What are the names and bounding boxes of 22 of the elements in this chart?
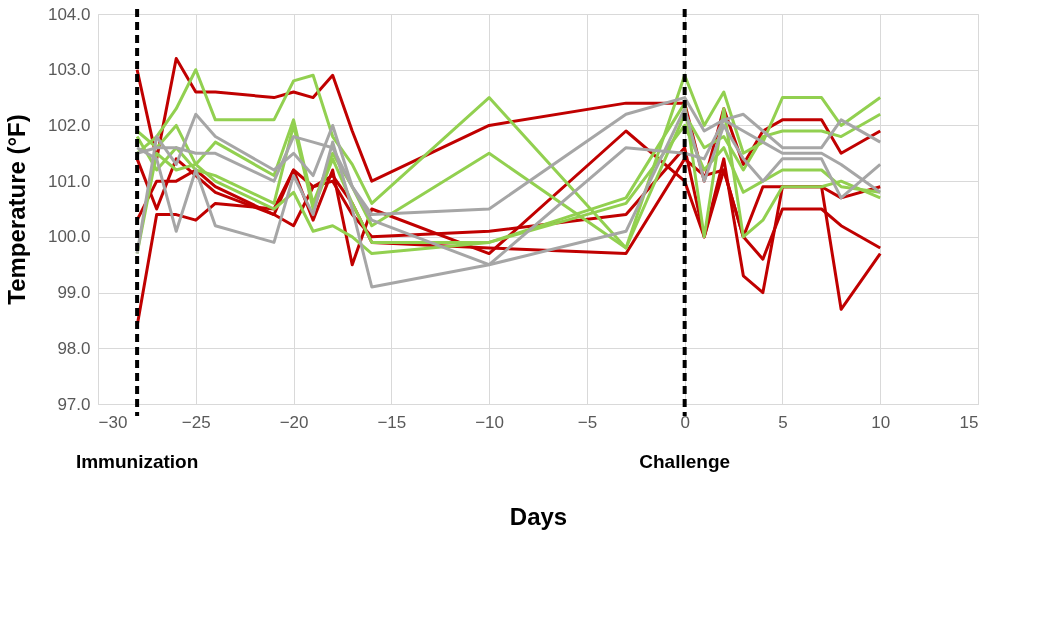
x-tick-label: 0 xyxy=(680,412,690,432)
ref-line-label: Immunization xyxy=(75,451,199,472)
y-tick-label: 98.0 xyxy=(57,338,91,358)
x-tick-label: −5 xyxy=(577,412,598,432)
x-tick-label: 5 xyxy=(778,412,788,432)
y-tick-label: 100.0 xyxy=(47,227,91,247)
x-tick-label: −30 xyxy=(98,412,128,432)
y-tick-label: 102.0 xyxy=(47,115,91,135)
x-tick-label: 10 xyxy=(871,412,891,432)
y-tick-label: 103.0 xyxy=(47,60,91,80)
y-tick-label: 97.0 xyxy=(57,394,91,414)
x-tick-label: −10 xyxy=(475,412,505,432)
x-tick-label: 15 xyxy=(959,412,979,432)
y-tick-label: 104.0 xyxy=(47,4,91,24)
x-tick-label: −20 xyxy=(279,412,309,432)
x-axis-title: Days xyxy=(509,502,568,530)
y-tick-label: 99.0 xyxy=(57,283,91,303)
y-axis-title: Temperature (°F) xyxy=(2,114,30,305)
x-tick-label: −25 xyxy=(181,412,211,432)
ref-line-label: Challenge xyxy=(639,451,731,472)
y-tick-label: 101.0 xyxy=(47,171,91,191)
x-tick-label: −15 xyxy=(377,412,407,432)
